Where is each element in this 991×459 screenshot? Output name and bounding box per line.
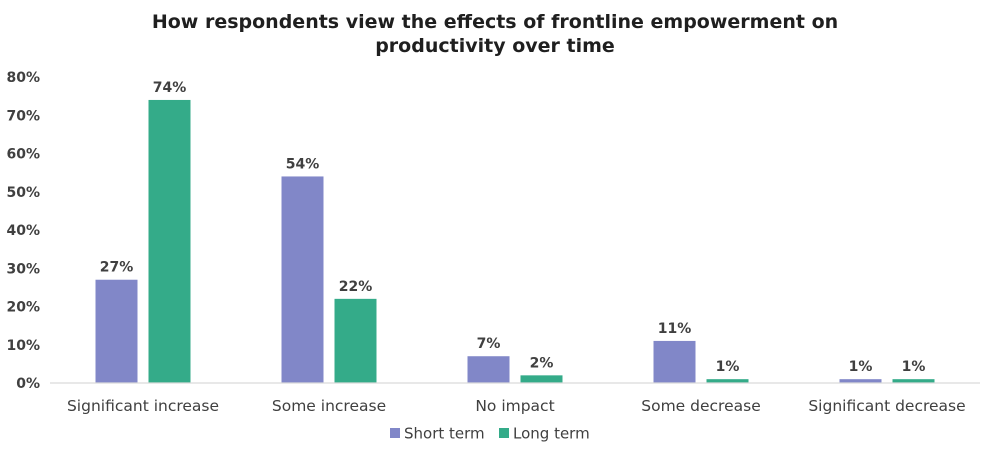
bar-long-term-significant-decrease bbox=[892, 379, 935, 383]
y-tick-label: 80% bbox=[6, 70, 40, 86]
y-tick-label: 10% bbox=[6, 338, 40, 354]
y-axis: 0% 10% 20% 30% 40% 50% 60% 70% 80% bbox=[6, 70, 40, 392]
bars-group bbox=[95, 99, 935, 383]
x-axis: Significant increase Some increase No impa… bbox=[67, 397, 966, 415]
bar-short-term-significant-increase bbox=[95, 279, 138, 383]
y-tick-label: 40% bbox=[6, 223, 40, 239]
legend-label-short-term: Short term bbox=[404, 425, 485, 443]
bar-short-term-some-decrease bbox=[653, 340, 696, 383]
bar-long-term-some-increase bbox=[334, 298, 377, 383]
chart-title-line-1: How respondents view the effects of fron… bbox=[152, 11, 838, 33]
legend-swatch-short-term bbox=[390, 428, 400, 438]
y-tick-label: 50% bbox=[6, 185, 40, 201]
data-label-long-term-some-decrease: 1% bbox=[716, 359, 740, 375]
legend-swatch-long-term bbox=[499, 428, 509, 438]
y-tick-label: 30% bbox=[6, 261, 40, 277]
data-label-long-term-no-impact: 2% bbox=[530, 355, 554, 371]
y-tick-label: 0% bbox=[16, 376, 40, 392]
x-category-label-some-increase: Some increase bbox=[272, 397, 386, 415]
bar-long-term-significant-increase bbox=[148, 99, 191, 383]
legend-label-long-term: Long term bbox=[513, 425, 590, 443]
x-category-label-some-decrease: Some decrease bbox=[641, 397, 760, 415]
y-tick-label: 70% bbox=[6, 108, 40, 124]
data-label-short-term-no-impact: 7% bbox=[477, 336, 501, 352]
bar-long-term-some-decrease bbox=[706, 379, 749, 383]
bar-short-term-no-impact bbox=[467, 356, 510, 383]
data-label-short-term-significant-increase: 27% bbox=[100, 260, 134, 276]
data-label-short-term-some-increase: 54% bbox=[286, 156, 320, 172]
bar-long-term-no-impact bbox=[520, 375, 563, 383]
x-category-label-significant-decrease: Significant decrease bbox=[808, 397, 965, 415]
data-labels-group: 27% 74% 54% 22% 7% 2% 11% 1% 1% 1% bbox=[100, 80, 926, 375]
data-label-long-term-significant-increase: 74% bbox=[153, 80, 187, 96]
data-label-long-term-significant-decrease: 1% bbox=[902, 359, 926, 375]
data-label-long-term-some-increase: 22% bbox=[339, 279, 373, 295]
y-tick-label: 20% bbox=[6, 300, 40, 316]
data-label-short-term-some-decrease: 11% bbox=[658, 321, 692, 337]
chart-title: How respondents view the effects of fron… bbox=[152, 11, 838, 57]
bar-short-term-significant-decrease bbox=[839, 379, 882, 383]
x-category-label-no-impact: No impact bbox=[475, 397, 554, 415]
x-category-label-significant-increase: Significant increase bbox=[67, 397, 219, 415]
bar-short-term-some-increase bbox=[281, 176, 324, 383]
legend: Short term Long term bbox=[390, 425, 590, 443]
data-label-short-term-significant-decrease: 1% bbox=[849, 359, 873, 375]
chart-title-line-2: productivity over time bbox=[375, 35, 615, 57]
y-tick-label: 60% bbox=[6, 147, 40, 163]
